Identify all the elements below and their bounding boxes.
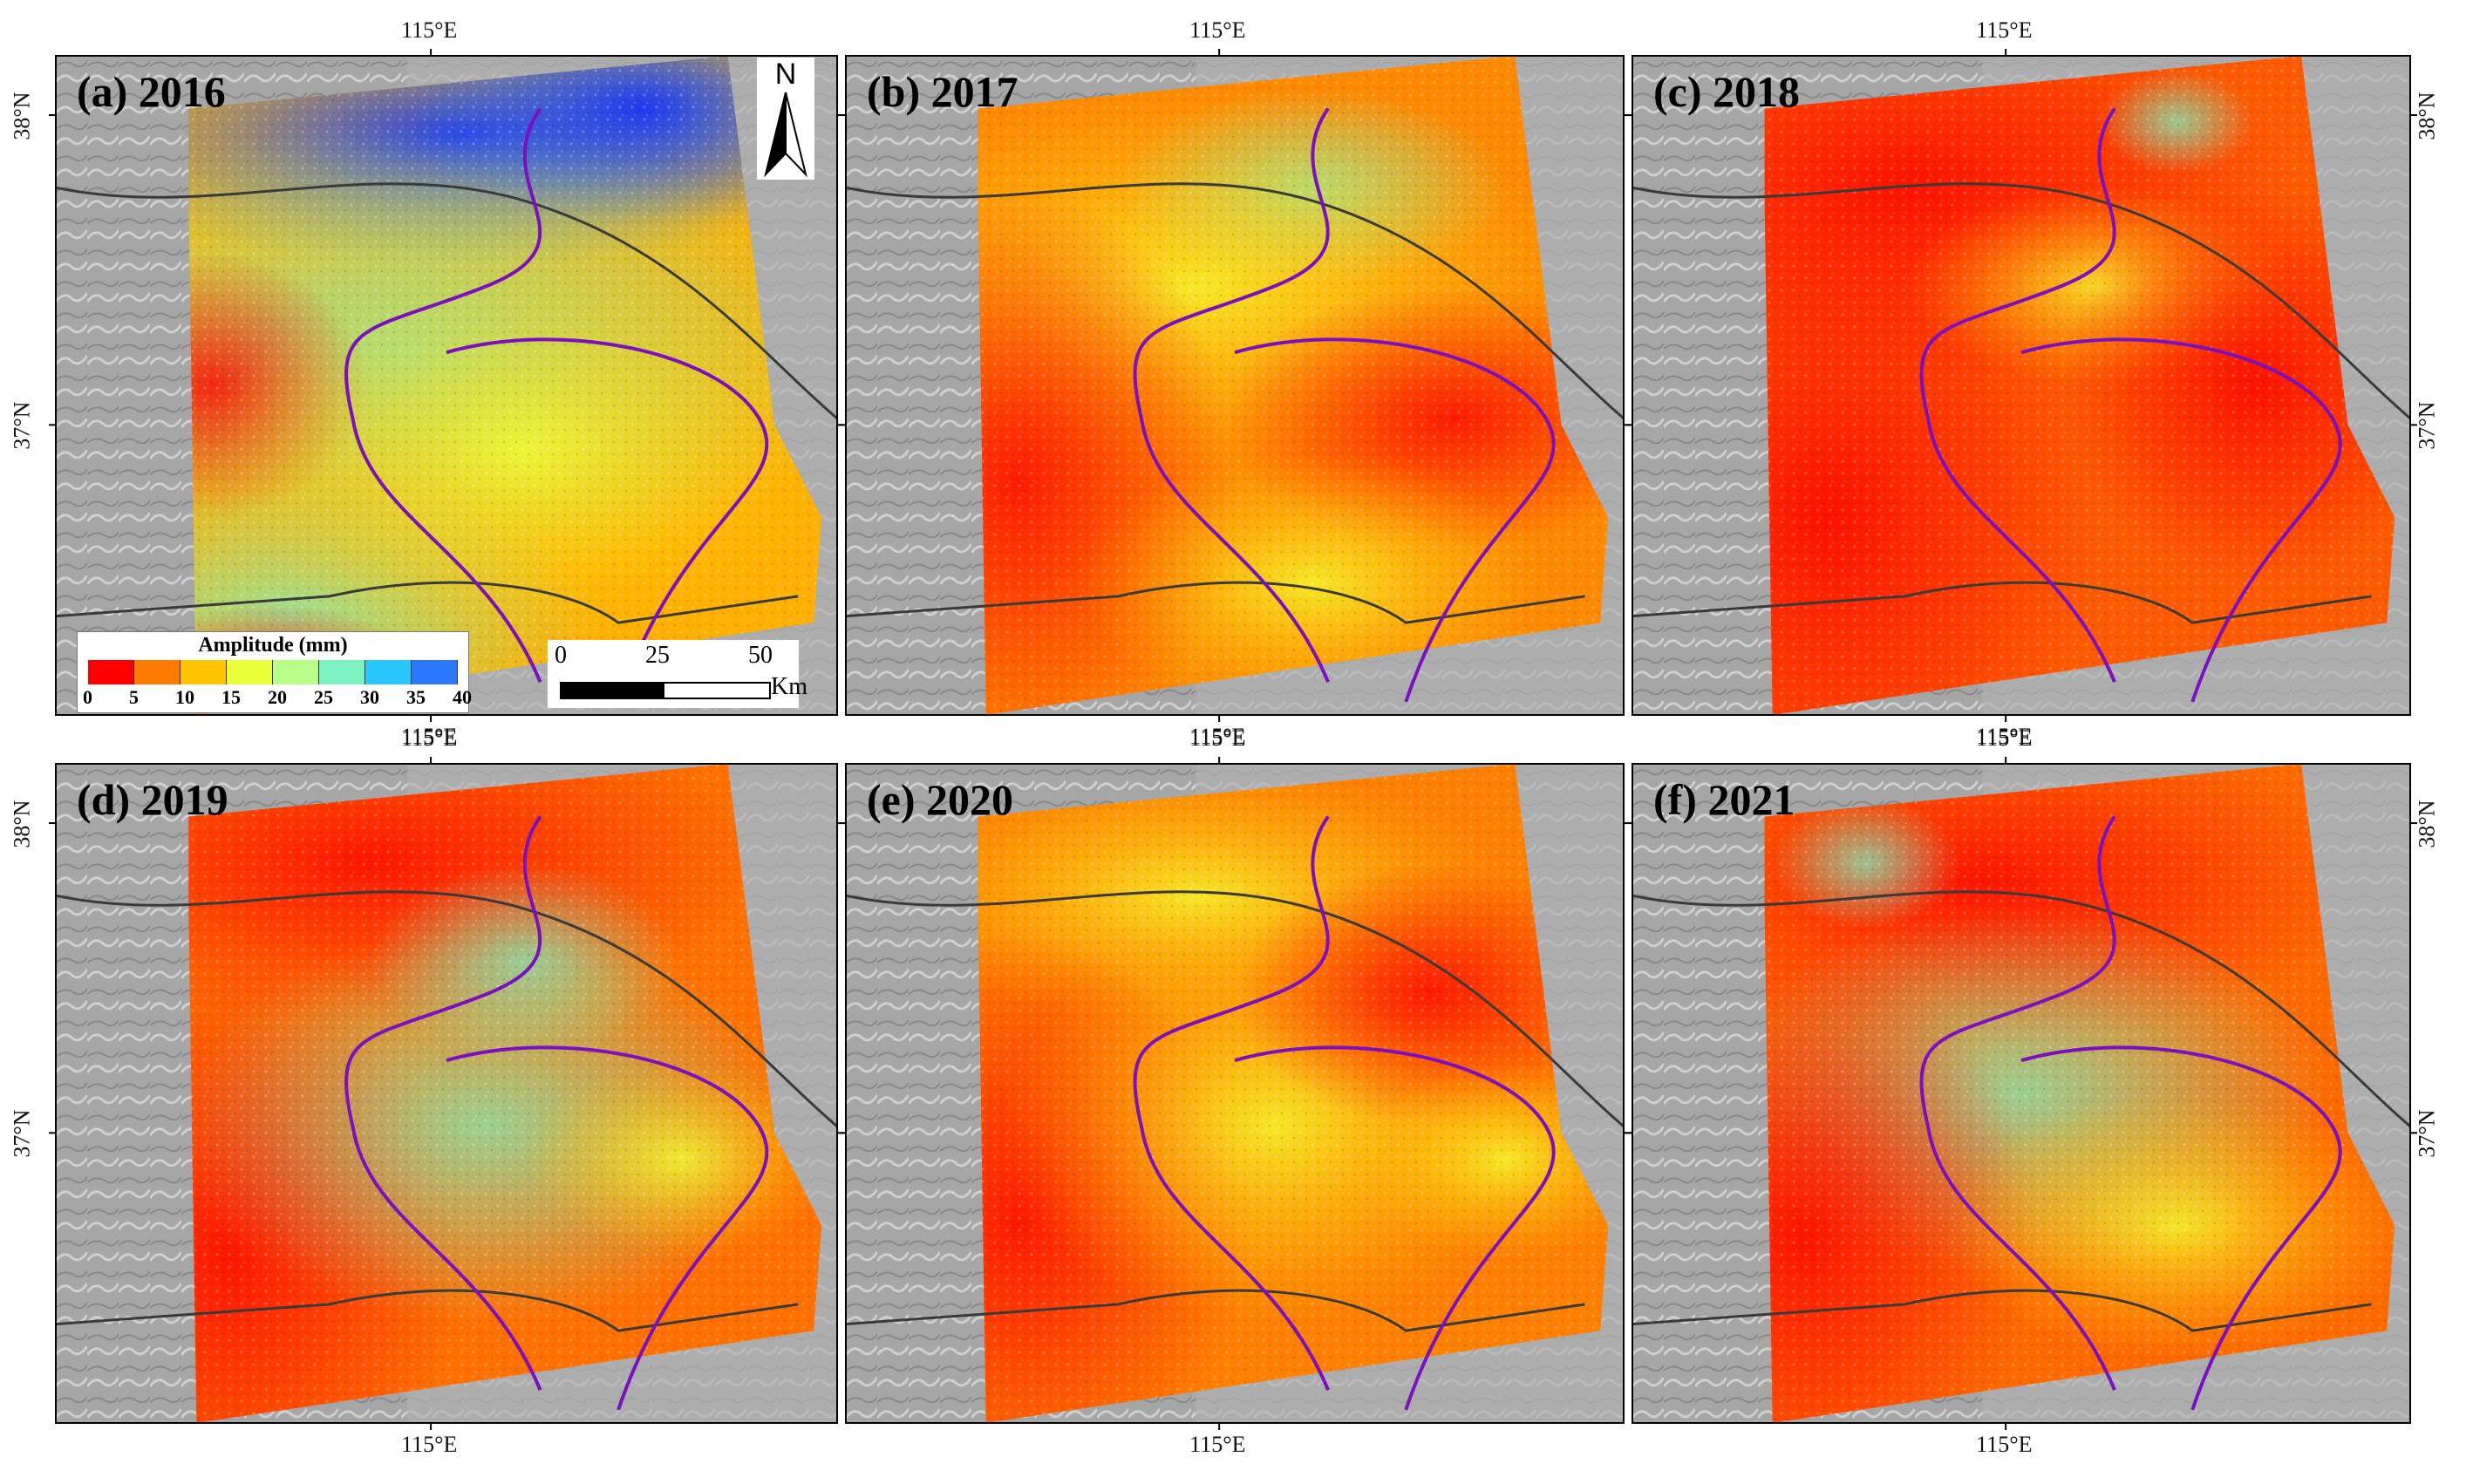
longitude-label: 115°E <box>1976 1432 2033 1457</box>
map-panel: (c) 2018 <box>1625 49 2417 722</box>
subsidence-zone-boundary <box>446 1045 769 1411</box>
province-boundary <box>845 890 1625 1127</box>
legend-title: Amplitude (mm) <box>198 634 348 657</box>
longitude-label: 115°E <box>1976 725 2033 751</box>
subsidence-zone-boundary <box>2020 337 2342 703</box>
longitude-label: 115°E <box>401 724 458 749</box>
province-boundary <box>55 1289 799 1332</box>
map-panel: (d) 2019 <box>49 757 844 1430</box>
subsidence-zone-boundary <box>1234 337 1556 703</box>
legend-tick-label: 30 <box>360 686 379 708</box>
province-boundary <box>1632 581 2372 624</box>
longitude-label: 115°E <box>1189 17 1246 43</box>
panel-label: (e) 2020 <box>867 775 1013 824</box>
legend-color-swatch <box>88 660 134 684</box>
province-boundary <box>1632 1289 2372 1332</box>
scale-bar-white <box>663 682 771 699</box>
subsidence-zone-boundary <box>2020 1045 2342 1411</box>
longitude-label: 115°E <box>401 725 458 751</box>
subsidence-zone-boundary <box>1133 815 1330 1391</box>
north-arrow-icon <box>764 92 807 178</box>
panel-label: (b) 2017 <box>867 67 1018 116</box>
map-frame <box>845 763 1625 1424</box>
longitude-label: 115°E <box>1976 17 2033 43</box>
scale-bar: 0 25 50 Km <box>548 640 807 708</box>
legend-tick-label: 25 <box>314 686 333 708</box>
panel-label: (a) 2016 <box>77 67 226 116</box>
deformation-amplitude-field <box>188 764 822 1423</box>
province-boundary <box>55 890 838 1127</box>
map-frame <box>845 55 1625 716</box>
province-boundary <box>845 182 1625 419</box>
deformation-amplitude-field <box>1764 56 2395 715</box>
subsidence-zone-boundary <box>344 107 542 683</box>
map-frame <box>1632 763 2411 1424</box>
map-frame <box>55 55 838 716</box>
legend-tick-label: 20 <box>268 686 287 708</box>
longitude-label: 115°E <box>1189 1432 1246 1457</box>
map-frame <box>1632 55 2411 716</box>
amplitude-legend: Amplitude (mm) 0 5 10 15 20 25 30 35 40 <box>77 631 472 713</box>
subsidence-zone-boundary <box>446 337 769 703</box>
subsidence-zone-boundary <box>1919 815 2116 1391</box>
province-boundary <box>845 1289 1585 1332</box>
subsidence-zone-boundary <box>1133 107 1330 683</box>
subsidence-zone-boundary <box>344 815 542 1391</box>
legend-color-swatch <box>273 660 319 684</box>
legend-ticks: 0 5 10 15 20 25 30 35 40 <box>78 686 472 711</box>
longitude-label: 115°E <box>1189 724 1246 749</box>
longitude-label: 115°E <box>1189 725 1246 751</box>
legend-color-swatch <box>134 660 181 684</box>
longitude-label: 115°E <box>401 1432 458 1457</box>
legend-color-swatch <box>181 660 227 684</box>
legend-tick-label: 40 <box>453 686 472 708</box>
subsidence-zone-boundary <box>1919 107 2116 683</box>
legend-tick-label: 15 <box>221 686 241 708</box>
province-boundary <box>1632 182 2411 419</box>
province-boundary <box>845 581 1585 624</box>
scale-bar-tick: 50 <box>748 642 773 669</box>
province-boundary <box>1632 890 2411 1127</box>
legend-colorbar <box>88 660 458 684</box>
north-arrow: N <box>757 58 814 180</box>
scale-bar-tick: 25 <box>645 642 670 669</box>
legend-color-swatch <box>227 660 273 684</box>
map-panel: (b) 2017 <box>839 49 1631 722</box>
panel-label: (d) 2019 <box>77 775 228 824</box>
legend-tick-label: 35 <box>406 686 426 708</box>
legend-color-swatch <box>365 660 412 684</box>
legend-color-swatch <box>319 660 365 684</box>
map-frame <box>55 763 838 1424</box>
legend-tick-label: 5 <box>129 686 139 708</box>
panel-label: (c) 2018 <box>1653 67 1800 116</box>
subsidence-zone-boundary <box>1234 1045 1556 1411</box>
longitude-label: 115°E <box>1976 724 2033 749</box>
legend-tick-label: 10 <box>175 686 194 708</box>
map-panel: (e) 2020 <box>839 757 1631 1430</box>
province-boundary <box>55 182 838 419</box>
legend-tick-label: 0 <box>83 686 92 708</box>
legend-color-swatch <box>412 660 458 684</box>
panel-label: (f) 2021 <box>1653 775 1795 824</box>
scale-bar-ticks: 0 25 50 <box>548 640 799 670</box>
deformation-amplitude-field <box>978 764 1609 1423</box>
map-panel: (f) 2021 <box>1625 757 2417 1430</box>
deformation-amplitude-field <box>978 56 1609 715</box>
province-boundary <box>55 581 799 624</box>
scale-bar-tick: 0 <box>555 642 567 669</box>
longitude-label: 115°E <box>401 17 458 43</box>
scale-bar-unit: Km <box>771 673 807 700</box>
north-label: N <box>774 58 797 91</box>
scale-bar-black <box>560 682 666 699</box>
